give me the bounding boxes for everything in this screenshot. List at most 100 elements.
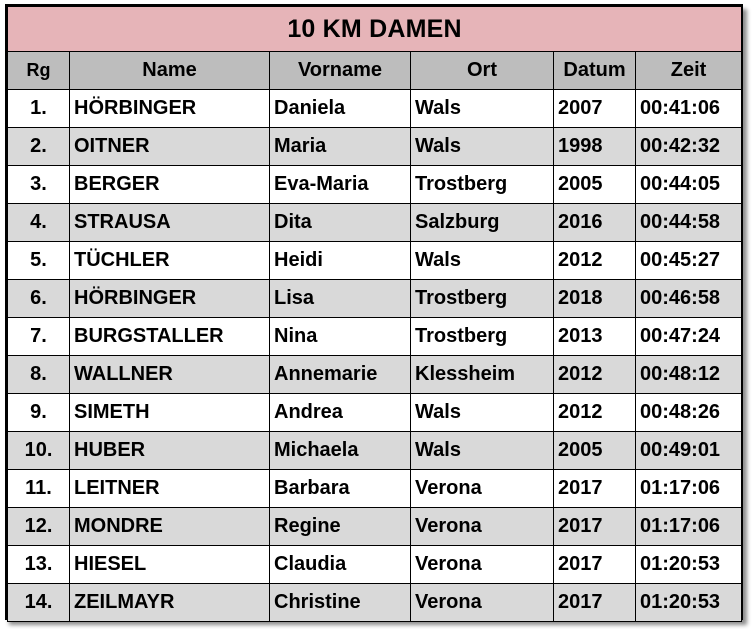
- cell-rank: 10.: [7, 431, 70, 470]
- table-row: 7. BURGSTALLER Nina Trostberg 2013 00:47:24: [7, 317, 743, 356]
- cell-last-name: HUBER: [69, 431, 270, 470]
- cell-last-name: STRAUSA: [69, 203, 270, 242]
- cell-date: 1998: [553, 127, 636, 166]
- cell-date: 2012: [553, 355, 636, 394]
- cell-place: Klessheim: [410, 355, 554, 394]
- cell-last-name: SIMETH: [69, 393, 270, 432]
- cell-time: 00:47:24: [634, 317, 743, 356]
- table-row: 12. MONDRE Regine Verona 2017 01:17:06: [7, 507, 743, 546]
- cell-rank: 2.: [7, 127, 70, 166]
- cell-last-name: WALLNER: [69, 355, 270, 394]
- cell-rank: 3.: [7, 165, 70, 204]
- cell-date: 2013: [553, 317, 636, 356]
- cell-place: Wals: [410, 127, 554, 166]
- cell-place: Verona: [410, 545, 554, 584]
- header-date: Datum: [553, 51, 636, 90]
- table-row: 2. OITNER Maria Wals 1998 00:42:32: [7, 127, 743, 166]
- cell-date: 2007: [553, 89, 636, 128]
- header-time: Zeit: [634, 51, 743, 90]
- cell-time: 00:49:01: [634, 431, 743, 470]
- cell-time: 01:17:06: [634, 469, 743, 508]
- cell-time: 00:41:06: [634, 89, 743, 128]
- header-name: Name: [69, 51, 270, 90]
- cell-place: Wals: [410, 89, 554, 128]
- table-row: 13. HIESEL Claudia Verona 2017 01:20:53: [7, 545, 743, 584]
- cell-last-name: MONDRE: [69, 507, 270, 546]
- results-table-frame: 10 KM DAMEN Rg Name Vorname Ort Datum Ze…: [5, 4, 743, 622]
- table-row: 11. LEITNER Barbara Verona 2017 01:17:06: [7, 469, 743, 508]
- cell-date: 2005: [553, 431, 636, 470]
- cell-rank: 12.: [7, 507, 70, 546]
- cell-time: 01:17:06: [634, 507, 743, 546]
- cell-first-name: Annemarie: [269, 355, 411, 394]
- cell-date: 2018: [553, 279, 636, 318]
- table-row: 10. HUBER Michaela Wals 2005 00:49:01: [7, 431, 743, 470]
- cell-first-name: Lisa: [269, 279, 411, 318]
- cell-rank: 11.: [7, 469, 70, 508]
- cell-rank: 4.: [7, 203, 70, 242]
- cell-rank: 7.: [7, 317, 70, 356]
- header-first-name: Vorname: [269, 51, 411, 90]
- cell-rank: 9.: [7, 393, 70, 432]
- cell-place: Wals: [410, 393, 554, 432]
- results-table: 10 KM DAMEN Rg Name Vorname Ort Datum Ze…: [6, 6, 743, 622]
- cell-rank: 5.: [7, 241, 70, 280]
- cell-rank: 13.: [7, 545, 70, 584]
- table-row: 6. HÖRBINGER Lisa Trostberg 2018 00:46:58: [7, 279, 743, 318]
- cell-last-name: ZEILMAYR: [69, 583, 270, 622]
- cell-time: 00:45:27: [634, 241, 743, 280]
- table-row: 5. TÜCHLER Heidi Wals 2012 00:45:27: [7, 241, 743, 280]
- cell-last-name: BERGER: [69, 165, 270, 204]
- cell-time: 00:46:58: [634, 279, 743, 318]
- cell-time: 00:48:12: [634, 355, 743, 394]
- cell-last-name: HIESEL: [69, 545, 270, 584]
- cell-first-name: Michaela: [269, 431, 411, 470]
- cell-place: Trostberg: [410, 279, 554, 318]
- cell-first-name: Christine: [269, 583, 411, 622]
- cell-first-name: Regine: [269, 507, 411, 546]
- cell-time: 01:20:53: [634, 545, 743, 584]
- table-row: 3. BERGER Eva-Maria Trostberg 2005 00:44:05: [7, 165, 743, 204]
- cell-last-name: HÖRBINGER: [69, 279, 270, 318]
- table-row: 9. SIMETH Andrea Wals 2012 00:48:26: [7, 393, 743, 432]
- cell-place: Salzburg: [410, 203, 554, 242]
- cell-last-name: LEITNER: [69, 469, 270, 508]
- cell-place: Wals: [410, 431, 554, 470]
- cell-first-name: Eva-Maria: [269, 165, 411, 204]
- table-row: 4. STRAUSA Dita Salzburg 2016 00:44:58: [7, 203, 743, 242]
- cell-rank: 14.: [7, 583, 70, 622]
- cell-first-name: Nina: [269, 317, 411, 356]
- cell-date: 2012: [553, 393, 636, 432]
- header-rank: Rg: [7, 51, 70, 90]
- results-body: 1. HÖRBINGER Daniela Wals 2007 00:41:06 2. OITN…: [7, 89, 743, 622]
- header-row: Rg Name Vorname Ort Datum Zeit: [7, 51, 743, 90]
- cell-rank: 8.: [7, 355, 70, 394]
- header-place: Ort: [410, 51, 554, 90]
- cell-date: 2012: [553, 241, 636, 280]
- cell-time: 00:48:26: [634, 393, 743, 432]
- cell-first-name: Claudia: [269, 545, 411, 584]
- cell-place: Wals: [410, 241, 554, 280]
- cell-place: Verona: [410, 583, 554, 622]
- cell-place: Trostberg: [410, 317, 554, 356]
- table-row: 8. WALLNER Annemarie Klessheim 2012 00:48:12: [7, 355, 743, 394]
- cell-time: 01:20:53: [634, 583, 743, 622]
- cell-date: 2017: [553, 545, 636, 584]
- cell-place: Verona: [410, 507, 554, 546]
- cell-time: 00:44:05: [634, 165, 743, 204]
- cell-date: 2005: [553, 165, 636, 204]
- cell-place: Verona: [410, 469, 554, 508]
- table-row: 1. HÖRBINGER Daniela Wals 2007 00:41:06: [7, 89, 743, 128]
- cell-date: 2017: [553, 469, 636, 508]
- cell-last-name: OITNER: [69, 127, 270, 166]
- cell-time: 00:42:32: [634, 127, 743, 166]
- cell-time: 00:44:58: [634, 203, 743, 242]
- cell-first-name: Maria: [269, 127, 411, 166]
- cell-first-name: Daniela: [269, 89, 411, 128]
- table-row: 14. ZEILMAYR Christine Verona 2017 01:20:53: [7, 583, 743, 622]
- cell-last-name: TÜCHLER: [69, 241, 270, 280]
- cell-first-name: Barbara: [269, 469, 411, 508]
- cell-last-name: BURGSTALLER: [69, 317, 270, 356]
- cell-date: 2017: [553, 507, 636, 546]
- cell-rank: 6.: [7, 279, 70, 318]
